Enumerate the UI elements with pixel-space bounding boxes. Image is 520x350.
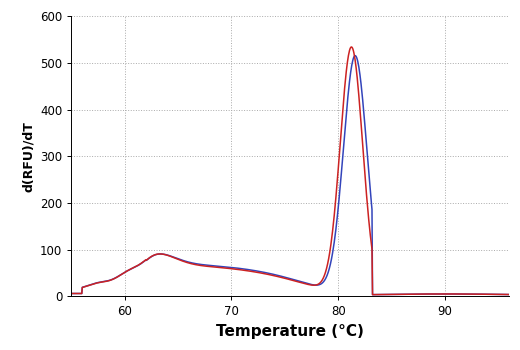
X-axis label: Temperature (°C): Temperature (°C) [216, 324, 364, 339]
Y-axis label: d(RFU)/dT: d(RFU)/dT [21, 121, 34, 192]
